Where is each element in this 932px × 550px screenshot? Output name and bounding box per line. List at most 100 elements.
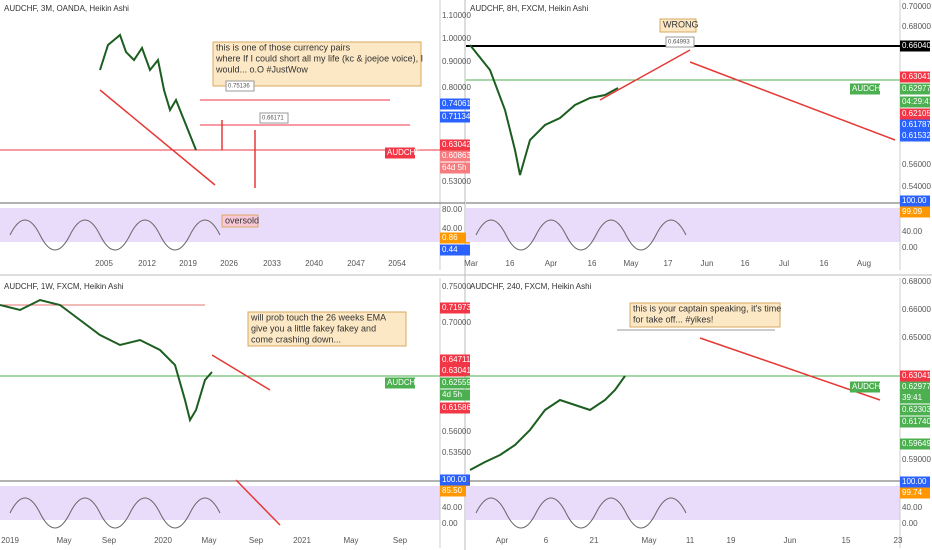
symbol-tag-bg bbox=[850, 381, 880, 393]
time-label: May bbox=[623, 259, 638, 268]
price-tag: 04:29:41 bbox=[902, 97, 932, 106]
osc-tag-bg bbox=[900, 195, 930, 207]
price-tag-bg bbox=[900, 71, 930, 83]
symbol-tag-bg bbox=[850, 83, 880, 95]
price-tag: 0.62977 bbox=[902, 84, 931, 93]
note-box bbox=[629, 302, 781, 328]
note-text: for take off... #yikes! bbox=[633, 314, 713, 324]
arrow bbox=[99, 89, 216, 186]
time-label: 2026 bbox=[220, 259, 238, 268]
price-tag-bg bbox=[440, 365, 470, 377]
symbol-tag: AUDCHF bbox=[387, 148, 420, 157]
price-tag-bg bbox=[900, 381, 930, 393]
price-tag-bg bbox=[900, 119, 930, 131]
note-box bbox=[247, 311, 407, 347]
price-label: 0.53500 bbox=[442, 448, 471, 457]
price-label: 0.65000 bbox=[902, 333, 931, 342]
price-tag: 0.71973 bbox=[442, 303, 471, 312]
arrow bbox=[235, 479, 281, 526]
price-label: 0.56000 bbox=[902, 160, 931, 169]
time-label: Sep bbox=[102, 536, 117, 545]
note-text: WRONG bbox=[663, 19, 699, 29]
time-label: 16 bbox=[741, 259, 750, 268]
osc-label: 40.00 bbox=[442, 224, 463, 233]
price-tag-bg bbox=[900, 370, 930, 382]
time-label: 2047 bbox=[347, 259, 365, 268]
osc-label: 0.00 bbox=[902, 243, 918, 252]
small-label: 0.75136 bbox=[228, 84, 250, 90]
time-label: 16 bbox=[588, 259, 597, 268]
symbol-tag-bg bbox=[385, 147, 415, 159]
price-tag: 0.62105 bbox=[902, 109, 931, 118]
price-tag-bg bbox=[440, 98, 470, 110]
price-line bbox=[469, 375, 626, 471]
osc-tag: 0.86 bbox=[442, 233, 458, 242]
price-label: 0.80000 bbox=[442, 83, 471, 92]
osc-label: 0.00 bbox=[442, 519, 458, 528]
price-tag-bg bbox=[900, 40, 930, 52]
price-tag-bg bbox=[900, 83, 930, 95]
price-label: 0.70000 bbox=[902, 2, 931, 11]
time-label: 2033 bbox=[263, 259, 281, 268]
price-tag: 0.62977 bbox=[902, 382, 931, 391]
price-tag: 0.63041 bbox=[902, 72, 931, 81]
time-label: 16 bbox=[506, 259, 515, 268]
osc-band bbox=[0, 486, 440, 520]
time-label: 17 bbox=[664, 259, 673, 268]
price-label: 1.00000 bbox=[442, 34, 471, 43]
symbol-tag: AUDCHF bbox=[852, 382, 885, 391]
time-label: 15 bbox=[842, 536, 851, 545]
time-label: May bbox=[343, 536, 358, 545]
panel-title: AUDCHF, 8H, FXCM, Heikin Ashi bbox=[470, 4, 588, 13]
time-label: 6 bbox=[544, 536, 549, 545]
time-label: 11 bbox=[686, 536, 695, 545]
osc-label: 0.00 bbox=[902, 519, 918, 528]
price-tag-bg bbox=[900, 438, 930, 450]
osc-tag-bg bbox=[900, 476, 930, 488]
price-line bbox=[0, 298, 213, 423]
time-label: Jul bbox=[779, 259, 789, 268]
osc-label: 40.00 bbox=[442, 503, 463, 512]
price-tag: 0.62559 bbox=[442, 378, 471, 387]
price-tag-bg bbox=[440, 354, 470, 366]
price-tag-bg bbox=[900, 416, 930, 428]
note-text: this is your captain speaking, it's time bbox=[633, 303, 781, 313]
price-label: 0.90000 bbox=[442, 57, 471, 66]
note-box bbox=[659, 18, 697, 33]
small-label: 0.64993 bbox=[668, 40, 690, 46]
time-label: Jun bbox=[701, 259, 714, 268]
price-tag-bg bbox=[440, 377, 470, 389]
time-label: Sep bbox=[393, 536, 408, 545]
label-box bbox=[259, 112, 289, 124]
price-tag-bg bbox=[900, 130, 930, 142]
note-text: would... o.O #JustWow bbox=[215, 64, 308, 74]
price-tag: 0.59649 bbox=[902, 439, 931, 448]
label-box bbox=[225, 80, 255, 92]
price-tag: 0.61740 bbox=[902, 417, 931, 426]
osc-tag: 99.74 bbox=[902, 488, 923, 497]
time-label: 2054 bbox=[388, 259, 406, 268]
osc-tag-bg bbox=[440, 485, 470, 497]
time-label: May bbox=[201, 536, 216, 545]
price-label: 0.59000 bbox=[902, 455, 931, 464]
panel-title: AUDCHF, 1W, FXCM, Heikin Ashi bbox=[4, 282, 124, 291]
arrow bbox=[599, 49, 691, 101]
price-tag-bg bbox=[440, 302, 470, 314]
osc-tag-bg bbox=[900, 487, 930, 499]
price-label: 0.54000 bbox=[902, 182, 931, 191]
time-label: 2005 bbox=[95, 259, 113, 268]
price-tag: 0.60863 bbox=[442, 151, 471, 160]
arrow bbox=[211, 354, 271, 391]
price-line bbox=[99, 33, 197, 151]
price-label: 0.75000 bbox=[442, 282, 471, 291]
time-label: Mar bbox=[464, 259, 478, 268]
oscillator bbox=[9, 497, 221, 529]
price-tag: 0.61787 bbox=[902, 120, 931, 129]
time-label: 2021 bbox=[293, 536, 311, 545]
price-tag-bg bbox=[440, 139, 470, 151]
note-text: oversold bbox=[225, 215, 259, 225]
price-tag-bg bbox=[440, 111, 470, 123]
osc-label: 40.00 bbox=[902, 227, 923, 236]
price-tag: 0.62303 bbox=[902, 405, 931, 414]
